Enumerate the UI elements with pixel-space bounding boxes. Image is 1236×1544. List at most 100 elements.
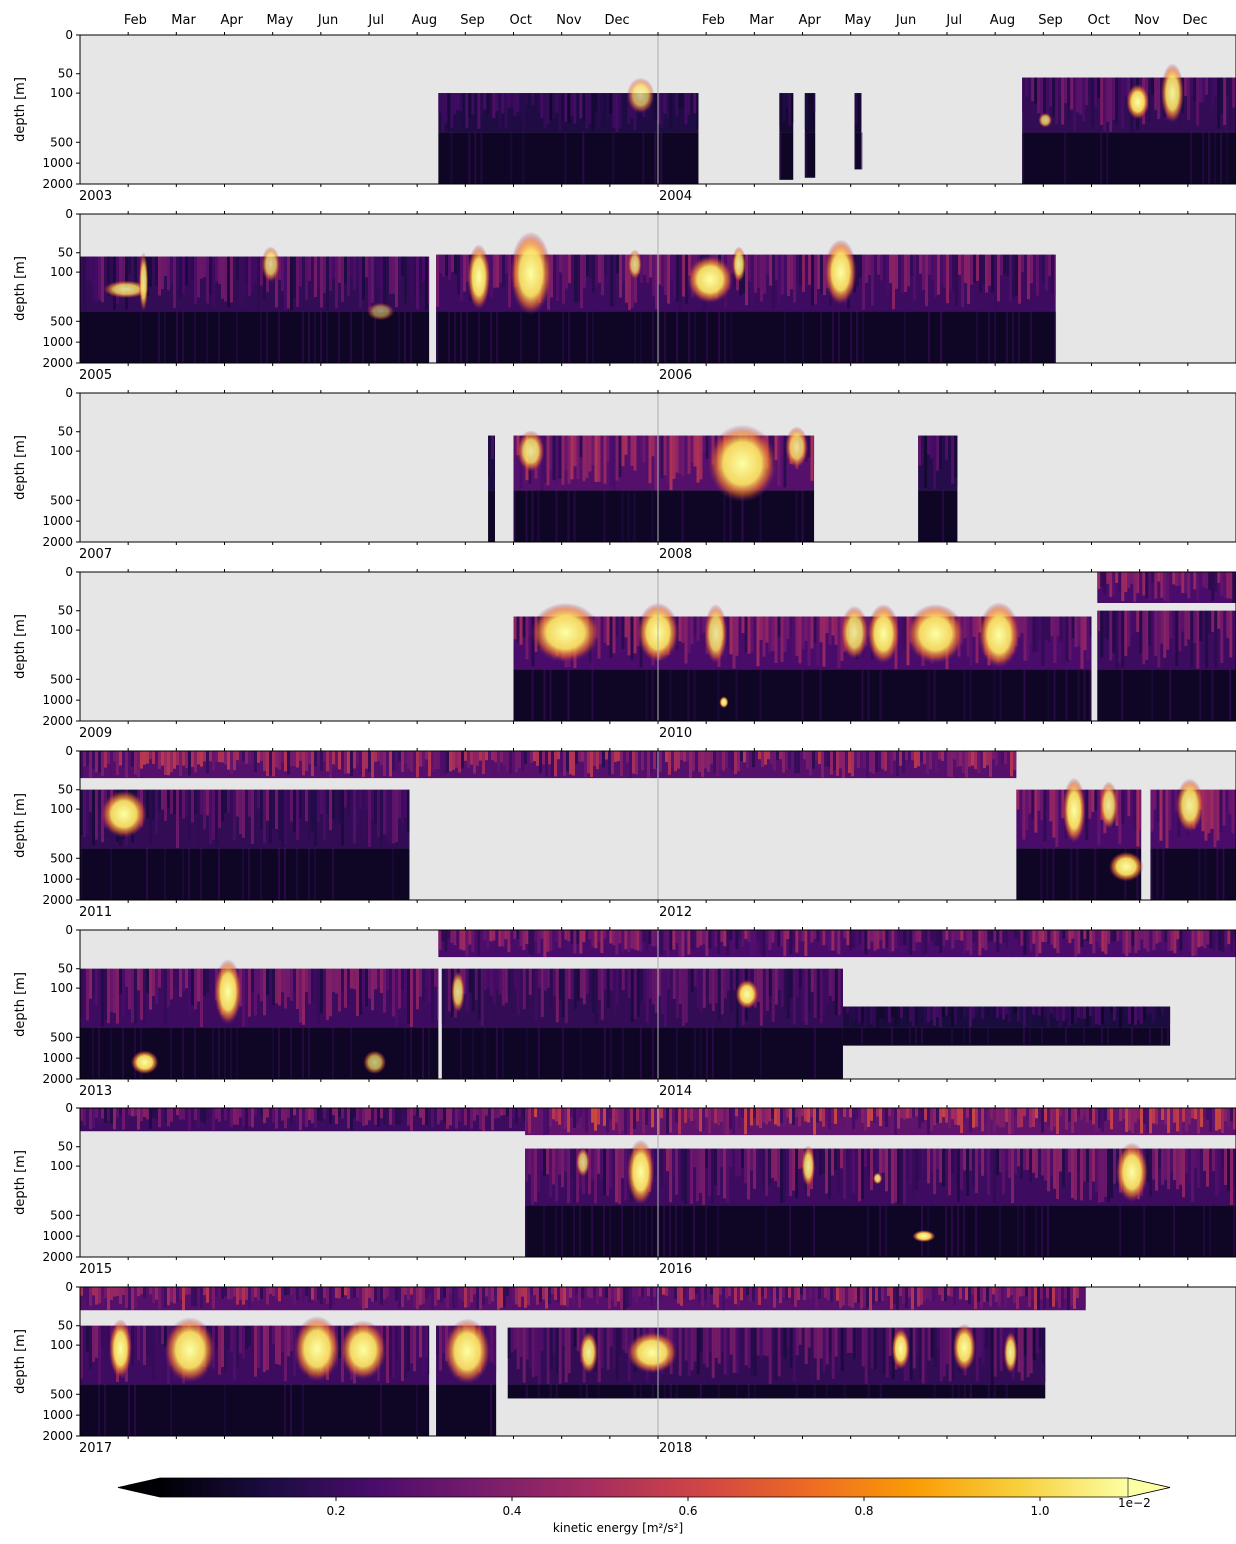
texture-streak	[858, 1327, 862, 1358]
texture-streak	[182, 1287, 185, 1310]
texture-streak	[1026, 1148, 1030, 1170]
texture-streak	[338, 256, 341, 283]
texture-streak	[699, 1148, 703, 1193]
texture-streak	[679, 254, 683, 311]
month-tick-label: Sep	[1038, 13, 1063, 28]
texture-streak	[353, 968, 356, 990]
texture-streak	[855, 1148, 859, 1171]
texture-streak	[453, 93, 457, 115]
texture-streak	[146, 751, 149, 764]
texture-streak	[651, 435, 655, 457]
texture-streak	[918, 1148, 922, 1180]
texture-streak	[954, 1148, 958, 1190]
texture-streak	[854, 93, 858, 125]
energy-blob	[1038, 112, 1053, 128]
texture-streak	[1045, 254, 1049, 291]
texture-streak	[185, 789, 188, 817]
texture-streak	[819, 1148, 823, 1175]
texture-streak	[791, 1287, 794, 1304]
texture-streak	[1150, 848, 1153, 900]
texture-streak	[999, 1148, 1003, 1173]
texture-streak	[717, 968, 721, 1022]
texture-streak	[780, 1108, 784, 1123]
texture-streak	[1015, 254, 1019, 297]
texture-streak	[155, 256, 158, 286]
y-tick-label: 100	[50, 1159, 73, 1173]
texture-streak	[1136, 1006, 1140, 1021]
texture-streak	[185, 256, 188, 286]
texture-streak	[80, 1325, 83, 1379]
texture-streak	[149, 751, 152, 760]
texture-streak	[459, 1027, 462, 1079]
texture-streak	[989, 1006, 993, 1014]
texture-streak	[522, 132, 525, 184]
data-segment	[80, 751, 1017, 779]
texture-streak	[164, 968, 167, 1026]
texture-streak	[492, 93, 496, 118]
texture-streak	[899, 1287, 902, 1296]
texture-streak	[245, 1108, 248, 1130]
texture-streak	[224, 1287, 227, 1297]
texture-streak	[1134, 1108, 1138, 1123]
texture-streak	[104, 256, 107, 302]
texture-streak	[395, 751, 398, 770]
texture-streak	[1119, 930, 1123, 941]
texture-streak	[1176, 1148, 1180, 1190]
texture-streak	[371, 751, 374, 778]
texture-streak	[341, 789, 344, 846]
texture-streak	[755, 751, 758, 767]
texture-streak	[1187, 610, 1191, 640]
texture-streak	[660, 968, 664, 1015]
texture-streak	[677, 751, 680, 769]
texture-streak	[200, 1108, 203, 1122]
texture-streak	[975, 1327, 979, 1382]
texture-streak	[1091, 789, 1095, 812]
texture-streak	[996, 930, 1000, 952]
texture-streak	[470, 751, 473, 765]
texture-streak	[512, 751, 515, 767]
texture-streak	[843, 1327, 847, 1370]
texture-streak	[263, 1325, 266, 1373]
texture-streak	[460, 254, 464, 301]
texture-streak	[302, 789, 305, 833]
texture-streak	[419, 256, 422, 298]
texture-streak	[870, 1148, 874, 1191]
texture-streak	[1127, 789, 1131, 817]
texture-streak	[182, 311, 184, 363]
texture-streak	[825, 616, 829, 634]
texture-streak	[1191, 930, 1195, 957]
texture-streak	[1037, 1287, 1040, 1310]
texture-streak	[785, 751, 788, 771]
texture-streak	[891, 930, 895, 952]
texture-streak	[1197, 1148, 1201, 1188]
texture-streak	[536, 751, 539, 766]
texture-streak	[347, 1287, 350, 1300]
texture-streak	[924, 930, 928, 954]
texture-streak	[182, 968, 185, 992]
texture-streak	[813, 1384, 816, 1399]
texture-streak	[918, 435, 922, 466]
texture-streak	[1151, 610, 1155, 665]
texture-streak	[263, 1287, 266, 1299]
texture-streak	[335, 256, 338, 309]
texture-streak	[590, 1287, 593, 1299]
texture-streak	[636, 435, 640, 453]
texture-streak	[107, 256, 110, 297]
data-segment	[804, 93, 816, 178]
texture-streak	[1199, 77, 1203, 103]
texture-streak	[688, 254, 692, 276]
texture-streak	[444, 968, 448, 1022]
texture-streak	[482, 1287, 485, 1305]
texture-streak	[1040, 1006, 1044, 1025]
texture-streak	[269, 1325, 272, 1344]
texture-streak	[503, 1287, 506, 1308]
texture-streak	[1068, 1108, 1072, 1122]
texture-streak	[1199, 669, 1202, 721]
texture-streak	[821, 751, 824, 778]
texture-streak	[813, 93, 816, 113]
texture-streak	[933, 1327, 937, 1367]
y-tick-label: 100	[50, 802, 73, 816]
texture-streak	[254, 751, 257, 772]
texture-streak	[107, 1108, 110, 1121]
